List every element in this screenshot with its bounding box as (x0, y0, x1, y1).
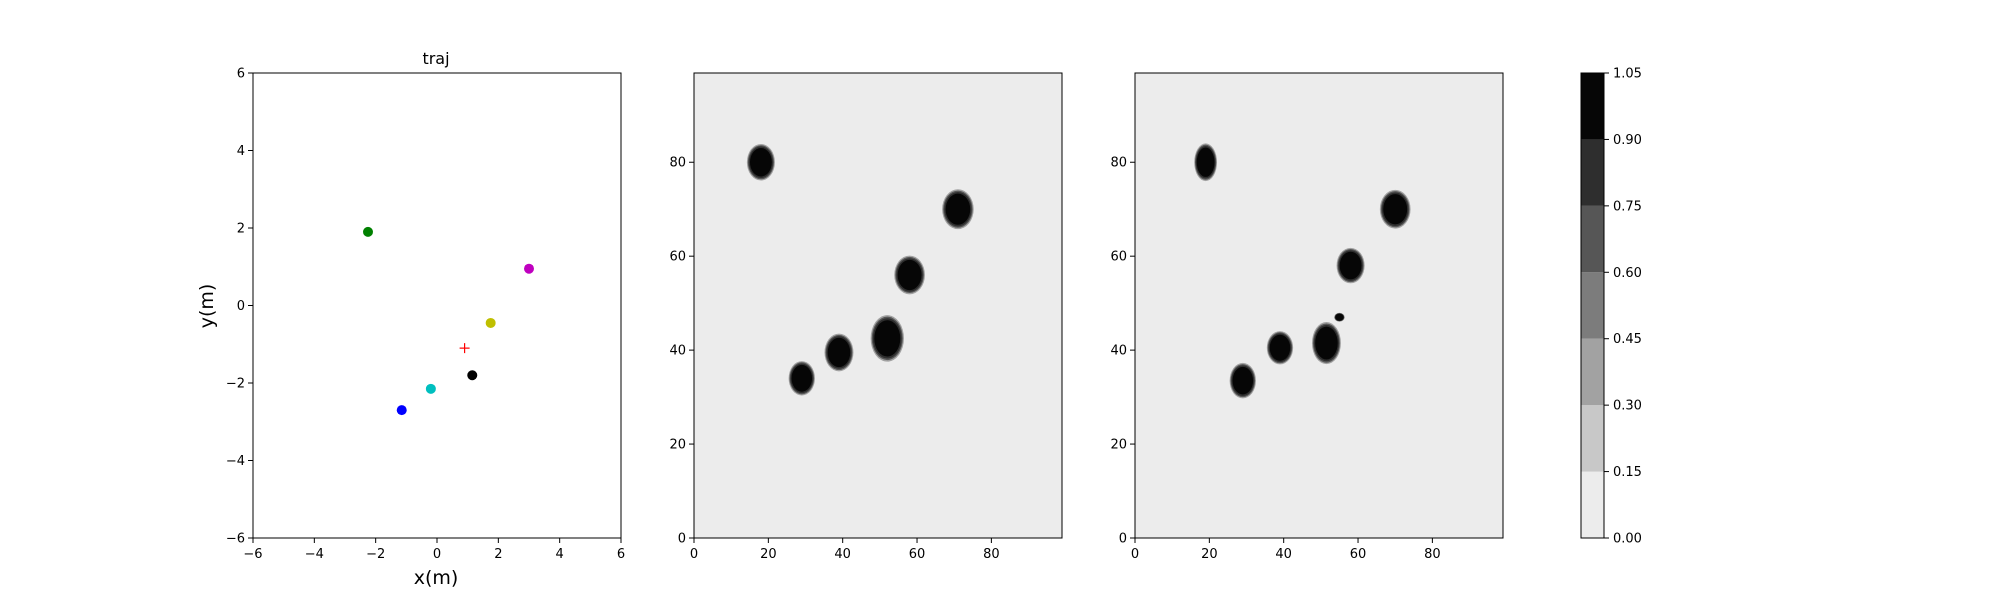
panel0-ytick-label: 4 (237, 144, 245, 159)
colorbar-tick-label: 0.75 (1613, 199, 1642, 214)
heatmap-blob (788, 361, 815, 396)
colorbar-tick-label: 0.45 (1613, 332, 1642, 347)
panel1-ytick-label: 60 (669, 250, 686, 265)
panel2-ytick-label: 80 (1110, 156, 1127, 171)
panel1-xtick-label: 60 (909, 547, 926, 562)
panel0-ytick-label: 6 (237, 67, 245, 82)
panel0-ytick-label: −6 (226, 532, 245, 547)
scatter-panel: traj −6 −4 −2 0 2 4 6 −6 −4 −2 0 2 4 6 x(m) y(m) (196, 49, 625, 589)
heatmap-panel-2: 0 20 40 60 80 0 20 40 60 80 (1110, 72, 1504, 562)
panel2-xtick-label: 40 (1275, 547, 1292, 562)
colorbar-tick-label: 0.15 (1613, 465, 1642, 480)
colorbar-band (1581, 139, 1604, 206)
panel1-xtick-label: 40 (834, 547, 851, 562)
heatmap-blob (894, 255, 925, 295)
panel0-ytick-label: −2 (226, 377, 245, 392)
heatmap-blob (942, 189, 974, 230)
panel0-xtick-label: −4 (305, 547, 324, 562)
panel0-xtick-label: −2 (366, 547, 385, 562)
scatter-point (485, 317, 496, 328)
heatmap-blob (1229, 362, 1256, 399)
heatmap-2-background (1135, 73, 1503, 538)
colorbar-tick-label: 0.90 (1613, 133, 1642, 148)
panel1-xtick-label: 0 (690, 547, 698, 562)
colorbar-band (1581, 73, 1604, 140)
panel0-ytick-label: −4 (226, 454, 245, 469)
panel1-xtick-label: 80 (983, 547, 1000, 562)
panel1-ytick-label: 20 (669, 438, 686, 453)
panel0-ytick-label: 0 (237, 299, 245, 314)
panel0-ytick-label: 2 (237, 222, 245, 237)
colorbar-frame (1580, 72, 1605, 539)
heatmap-blob (1266, 331, 1294, 365)
panel2-xtick-label: 80 (1424, 547, 1441, 562)
panel0-xtick-label: 4 (556, 547, 564, 562)
panel0-xtick-label: 0 (433, 547, 441, 562)
colorbar-tick-label: 0.30 (1613, 399, 1642, 414)
scatter-point (467, 370, 478, 381)
heatmap-blob (1336, 247, 1365, 284)
scatter-point-plus (459, 343, 470, 354)
colorbar-band (1581, 272, 1604, 339)
colorbar-tick-label: 0.60 (1613, 266, 1642, 281)
heatmap-blob (1194, 143, 1218, 182)
panel1-ytick-label: 40 (669, 344, 686, 359)
heatmap-blob (746, 143, 775, 181)
heatmap-1-axes (693, 72, 1063, 539)
y-axis-label: y(m) (196, 284, 218, 329)
panel1-ytick-label: 80 (669, 156, 686, 171)
x-axis-label: x(m) (414, 567, 459, 589)
panel0-xtick-label: −6 (243, 547, 262, 562)
scatter-point (524, 263, 534, 274)
panel2-ytick-label: 60 (1110, 250, 1127, 265)
scatter-point (425, 383, 436, 394)
panel0-xtick-label: 6 (617, 547, 625, 562)
panel1-ytick-label: 0 (678, 532, 686, 547)
panel2-ytick-label: 40 (1110, 344, 1127, 359)
heatmap-1-background (694, 73, 1062, 538)
panel1-xtick-label: 20 (760, 547, 777, 562)
panel2-xtick-label: 0 (1131, 547, 1139, 562)
panel2-ytick-label: 20 (1110, 438, 1127, 453)
panel2-xtick-label: 60 (1350, 547, 1367, 562)
colorbar-band (1581, 205, 1604, 273)
panel2-ytick-label: 0 (1119, 532, 1127, 547)
heatmap-2-axes (1134, 72, 1504, 539)
scatter-axes (252, 72, 622, 539)
heatmap-panel-1: 0 20 40 60 80 0 20 40 60 80 (669, 72, 1063, 562)
scatter-point (396, 405, 407, 416)
colorbar-band (1581, 338, 1604, 406)
colorbar: 0.00 0.15 0.30 0.45 0.60 0.75 0.90 1.05 (1580, 67, 1642, 547)
heatmap-blob (1311, 322, 1341, 365)
heatmap-blob (1379, 189, 1411, 229)
colorbar-tick-label: 0.00 (1613, 532, 1642, 547)
panel2-xtick-label: 20 (1201, 547, 1218, 562)
colorbar-band (1581, 471, 1604, 538)
panel0-xtick-label: 2 (494, 547, 502, 562)
scatter-title: traj (422, 49, 449, 68)
colorbar-tick-label: 1.05 (1613, 67, 1642, 82)
heatmap-blob (870, 315, 904, 362)
scatter-point (363, 226, 373, 237)
heatmap-blob (824, 333, 854, 372)
colorbar-band (1581, 405, 1604, 472)
heatmap-blob (1334, 312, 1345, 322)
